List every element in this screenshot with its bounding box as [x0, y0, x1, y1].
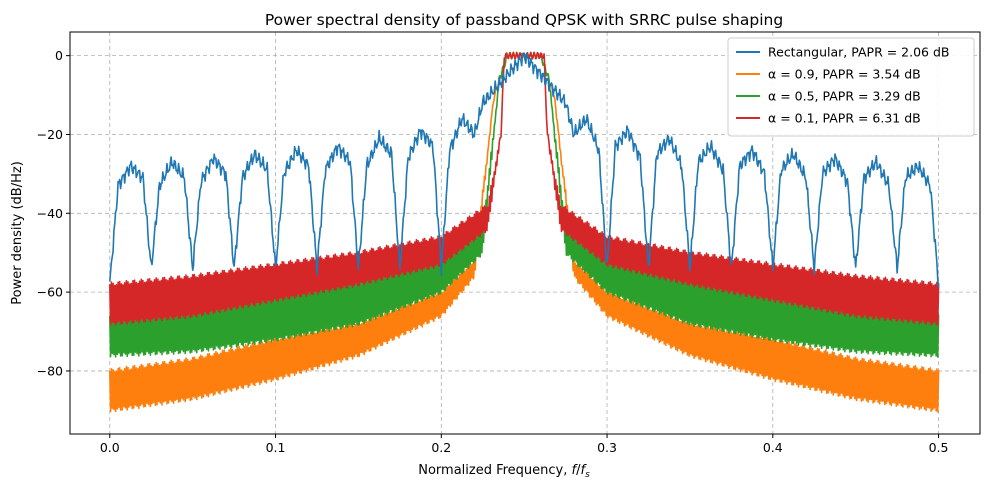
x-tick-label: 0.3 — [597, 440, 617, 455]
x-tick-label: 0.2 — [431, 440, 451, 455]
y-tick-label: −20 — [37, 127, 63, 142]
y-tick-label: −60 — [37, 285, 63, 300]
x-axis-label: Normalized Frequency, f/fs — [418, 463, 590, 480]
x-tick-label: 0.5 — [929, 440, 949, 455]
legend-entry: α = 0.9, PAPR = 3.54 dB — [768, 67, 921, 82]
y-tick-label: −80 — [37, 363, 63, 378]
series-line — [109, 52, 940, 289]
y-tick-label: 0 — [55, 48, 63, 63]
legend-entry: α = 0.5, PAPR = 3.29 dB — [768, 89, 921, 104]
legend: Rectangular, PAPR = 2.06 dB α = 0.9, PAPR… — [727, 37, 975, 137]
series-layer — [109, 51, 940, 413]
legend-box — [727, 37, 975, 137]
plot-frame — [69, 31, 981, 435]
x-tick-label: 0.0 — [100, 440, 120, 455]
y-axis-label: Power density (dB/Hz) — [10, 161, 25, 305]
x-tick-label: 0.4 — [763, 440, 783, 455]
tick-layer: 0.0 0.1 0.2 0.3 0.4 0.5 0 −20 −40 −60 −80 — [37, 48, 949, 455]
legend-entry: Rectangular, PAPR = 2.06 dB — [768, 45, 950, 60]
y-tick-label: −40 — [37, 206, 63, 221]
legend-entry: α = 0.1, PAPR = 6.31 dB — [768, 111, 921, 126]
x-tick-label: 0.1 — [266, 440, 286, 455]
chart-title: Power spectral density of passband QPSK … — [265, 11, 783, 29]
